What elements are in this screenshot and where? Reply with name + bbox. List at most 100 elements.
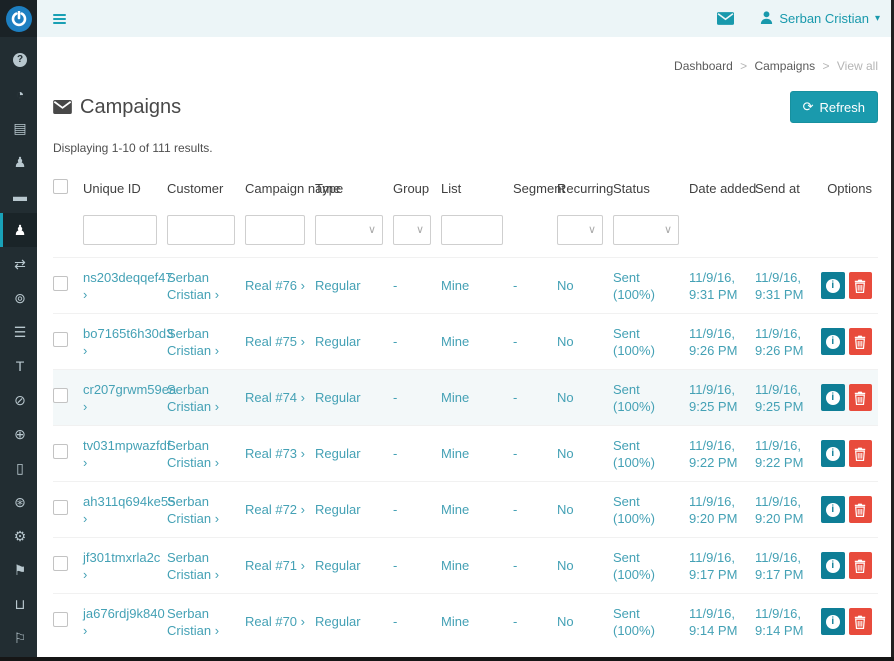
type-value: Regular: [315, 278, 361, 293]
row-checkbox[interactable]: [53, 388, 68, 403]
messages-envelope-icon[interactable]: [717, 12, 734, 25]
unique-id-link[interactable]: ah311q694ke55 ›: [83, 494, 175, 526]
unique-id-link[interactable]: tv031mpwazfdf ›: [83, 438, 170, 470]
user-menu[interactable]: Serban Cristian ▾: [760, 11, 880, 27]
campaign-overview-button[interactable]: i: [821, 272, 845, 299]
filter-campaign-name-input[interactable]: [245, 215, 305, 245]
filter-recurring-select[interactable]: ∨: [557, 215, 603, 245]
sidebar-item-list[interactable]: ☰: [0, 315, 37, 349]
campaign-overview-button[interactable]: i: [821, 328, 845, 355]
info-icon: i: [826, 279, 840, 293]
breadcrumb-dashboard[interactable]: Dashboard: [674, 59, 733, 73]
refresh-button[interactable]: ⟳ Refresh: [790, 91, 878, 123]
customer-link[interactable]: Serban Cristian ›: [167, 326, 219, 358]
unique-id-link[interactable]: cr207grwm59ea ›: [83, 382, 176, 414]
delete-campaign-button[interactable]: [849, 608, 873, 635]
list-link[interactable]: Mine: [441, 446, 469, 461]
sidebar-item-ban[interactable]: ⊘: [0, 383, 37, 417]
col-options: Options: [821, 169, 878, 207]
list-link[interactable]: Mine: [441, 390, 469, 405]
sidebar-item-plus-circle[interactable]: ⊕: [0, 417, 37, 451]
campaign-name-link[interactable]: Real #70 ›: [245, 614, 305, 629]
chevron-right-icon: ›: [301, 558, 305, 573]
menu-icon[interactable]: [51, 10, 68, 28]
customer-link[interactable]: Serban Cristian ›: [167, 606, 219, 638]
select-all-checkbox[interactable]: [53, 179, 68, 194]
campaign-overview-button[interactable]: i: [821, 552, 845, 579]
results-summary: Displaying 1-10 of 111 results.: [53, 141, 878, 155]
breadcrumb-campaigns[interactable]: Campaigns: [754, 59, 815, 73]
sidebar-item-person[interactable]: ♟: [0, 145, 37, 179]
unique-id-link[interactable]: ja676rdj9k840 ›: [83, 606, 165, 638]
card-icon: ▬: [13, 189, 27, 203]
list-link[interactable]: Mine: [441, 502, 469, 517]
campaign-name-link[interactable]: Real #73 ›: [245, 446, 305, 461]
sidebar-item-people-group[interactable]: ♟: [0, 213, 37, 247]
campaign-name-link[interactable]: Real #72 ›: [245, 502, 305, 517]
filter-status-select[interactable]: ∨: [613, 215, 679, 245]
sidebar-item-bookmark[interactable]: ⚑: [0, 553, 37, 587]
unique-id-link[interactable]: ns203deqqef47 ›: [83, 270, 173, 302]
sidebar-item-notebook[interactable]: ▤: [0, 111, 37, 145]
filter-customer-input[interactable]: [167, 215, 235, 245]
campaign-overview-button[interactable]: i: [821, 384, 845, 411]
sidebar-item-question-circle[interactable]: ?: [0, 43, 37, 77]
delete-campaign-button[interactable]: [849, 272, 873, 299]
chevron-right-icon: ›: [215, 511, 219, 526]
sidebar-item-card[interactable]: ▬: [0, 179, 37, 213]
filter-group-select[interactable]: ∨: [393, 215, 431, 245]
unique-id-link[interactable]: jf301tmxrla2c ›: [83, 550, 160, 582]
people-group-icon: ♟: [14, 223, 27, 237]
delete-campaign-button[interactable]: [849, 328, 873, 355]
sidebar-item-cart[interactable]: ⊔: [0, 587, 37, 621]
sidebar-item-text[interactable]: T: [0, 349, 37, 383]
customer-link[interactable]: Serban Cristian ›: [167, 550, 219, 582]
date-added-value: 11/9/16, 9:25 PM: [689, 382, 737, 414]
sidebar-item-flag[interactable]: ⚐: [0, 621, 37, 655]
trash-icon: [854, 615, 866, 629]
customer-link[interactable]: Serban Cristian ›: [167, 270, 219, 302]
unique-id-link[interactable]: bo7165t6h30d3 ›: [83, 326, 173, 358]
delete-campaign-button[interactable]: [849, 384, 873, 411]
filter-list-input[interactable]: [441, 215, 503, 245]
sidebar-item-globe[interactable]: ⊚: [0, 281, 37, 315]
delete-campaign-button[interactable]: [849, 440, 873, 467]
sidebar-item-gauge[interactable]: ◔: [0, 77, 37, 111]
top-navbar: Serban Cristian ▾: [37, 0, 894, 37]
customer-link[interactable]: Serban Cristian ›: [167, 438, 219, 470]
row-checkbox[interactable]: [53, 500, 68, 515]
row-checkbox[interactable]: [53, 612, 68, 627]
sidebar-item-globe-meridian[interactable]: ⊛: [0, 485, 37, 519]
row-checkbox[interactable]: [53, 444, 68, 459]
sidebar: ? ◔ ▤ ♟ ▬ ♟ ⇄ ⊚ ☰ T ⊘ ⊕ ▯ ⊛ ⚙ ⚑ ⊔ ⚐: [0, 0, 37, 661]
app-logo[interactable]: [0, 0, 37, 37]
arrows-exchange-icon: ⇄: [14, 257, 26, 271]
filter-type-select[interactable]: ∨: [315, 215, 383, 245]
campaign-overview-button[interactable]: i: [821, 496, 845, 523]
customer-link[interactable]: Serban Cristian ›: [167, 494, 219, 526]
campaign-name-link[interactable]: Real #71 ›: [245, 558, 305, 573]
chevron-right-icon: ›: [301, 614, 305, 629]
campaign-name-link[interactable]: Real #75 ›: [245, 334, 305, 349]
sidebar-item-gear[interactable]: ⚙: [0, 519, 37, 553]
segment-value: -: [513, 390, 517, 405]
row-checkbox[interactable]: [53, 332, 68, 347]
row-checkbox[interactable]: [53, 276, 68, 291]
sidebar-item-arrows-exchange[interactable]: ⇄: [0, 247, 37, 281]
list-link[interactable]: Mine: [441, 614, 469, 629]
list-link[interactable]: Mine: [441, 278, 469, 293]
sidebar-item-book[interactable]: ▯: [0, 451, 37, 485]
flag-icon: ⚐: [14, 631, 27, 645]
campaign-name-link[interactable]: Real #76 ›: [245, 278, 305, 293]
list-link[interactable]: Mine: [441, 558, 469, 573]
delete-campaign-button[interactable]: [849, 552, 873, 579]
row-checkbox[interactable]: [53, 556, 68, 571]
list-link[interactable]: Mine: [441, 334, 469, 349]
col-status: Status: [613, 169, 689, 207]
campaign-name-link[interactable]: Real #74 ›: [245, 390, 305, 405]
filter-unique-id-input[interactable]: [83, 215, 157, 245]
campaign-overview-button[interactable]: i: [821, 440, 845, 467]
delete-campaign-button[interactable]: [849, 496, 873, 523]
campaign-overview-button[interactable]: i: [821, 608, 845, 635]
customer-link[interactable]: Serban Cristian ›: [167, 382, 219, 414]
